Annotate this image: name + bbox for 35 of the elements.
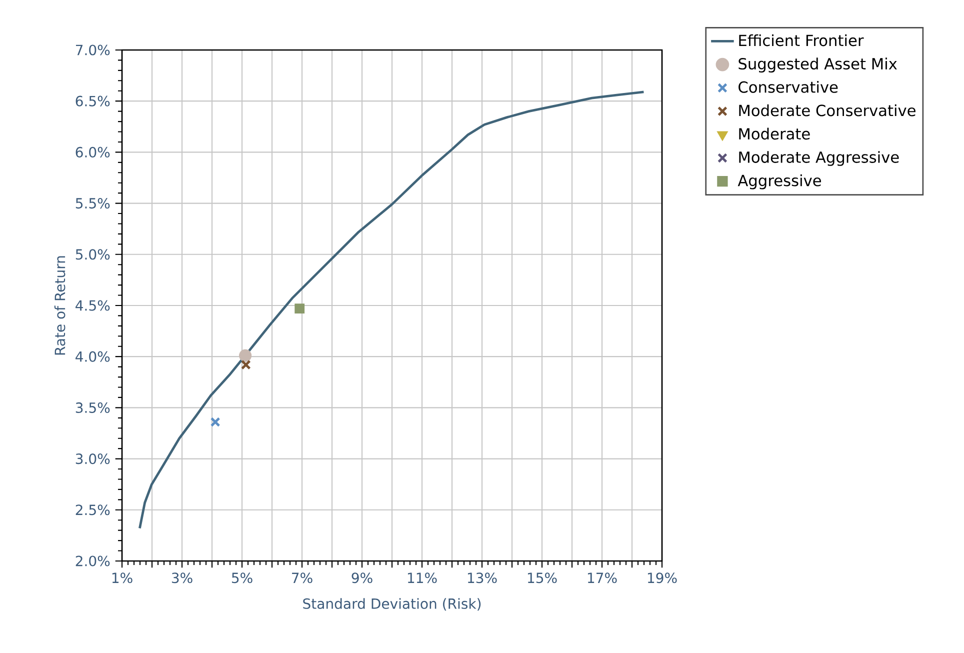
y-tick-label: 6.5% xyxy=(76,96,110,106)
x-tick-label: 9% xyxy=(352,572,372,584)
y-tick-label: 5.5% xyxy=(76,198,110,209)
point xyxy=(210,417,220,427)
x-tick-label: 19% xyxy=(648,572,677,584)
legend-label: Efficient Frontier xyxy=(739,34,864,46)
x-tick-label: 7% xyxy=(292,572,312,584)
y-tick-label: 7.0% xyxy=(76,44,110,56)
y-tick-label: 3.5% xyxy=(76,402,110,413)
y-tick-label: 4.0% xyxy=(76,351,110,362)
y-tick-label: 4.5% xyxy=(76,300,110,311)
x-tick-label: 15% xyxy=(528,572,557,584)
x-tick-label: 5% xyxy=(232,572,252,584)
y-axis-title: Rate of Return xyxy=(54,256,66,355)
y-tick-label: 5.0% xyxy=(76,249,110,260)
x-tick-label: 17% xyxy=(588,572,617,584)
y-tick-label: 2.0% xyxy=(76,556,110,566)
y-tick-label: 2.5% xyxy=(76,504,110,516)
legend-label: Moderate Aggressive xyxy=(739,151,899,166)
x-tick-label: 1% xyxy=(112,572,132,584)
point xyxy=(239,349,252,362)
legend-label: Aggressive xyxy=(738,174,821,190)
legend-label: Conservative xyxy=(738,81,838,93)
point xyxy=(294,304,305,314)
legend-label: Moderate Conservative xyxy=(739,104,916,116)
x-axis-title: Standard Deviation (Risk) xyxy=(303,598,481,611)
line-series xyxy=(138,90,645,530)
legend-label: Suggested Asset Mix xyxy=(738,58,897,73)
y-tick-label: 3.0% xyxy=(76,453,110,464)
x-tick-label: 3% xyxy=(172,572,192,584)
point xyxy=(240,360,251,370)
legend-label: Moderate xyxy=(739,128,810,140)
x-tick-label: 13% xyxy=(468,572,497,584)
y-tick-label: 6.0% xyxy=(76,146,110,158)
x-tick-label: 11% xyxy=(408,572,437,584)
